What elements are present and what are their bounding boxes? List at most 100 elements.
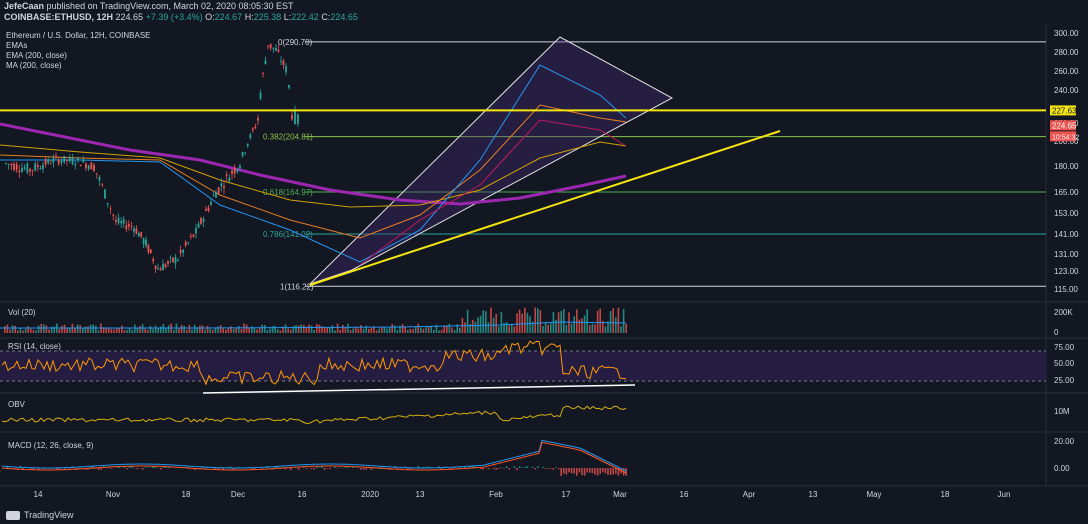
time-tick-label: 14 bbox=[34, 490, 43, 499]
volume-bar bbox=[469, 323, 471, 333]
price-candle bbox=[130, 226, 133, 228]
volume-bar bbox=[583, 315, 586, 333]
time-tick-label: 2020 bbox=[361, 490, 379, 499]
price-candle bbox=[147, 245, 150, 253]
price-candle bbox=[115, 220, 117, 222]
macd-histogram-bar bbox=[599, 468, 601, 474]
price-candle bbox=[36, 164, 39, 168]
volume-bar bbox=[555, 319, 557, 333]
macd-histogram-bar bbox=[141, 468, 144, 470]
macd-histogram-bar bbox=[362, 468, 365, 470]
macd-histogram-bar bbox=[193, 468, 196, 470]
volume-bar bbox=[498, 326, 500, 333]
volume-bar bbox=[11, 325, 14, 333]
volume-bar bbox=[487, 322, 490, 333]
volume-bar bbox=[199, 325, 201, 333]
volume-bar bbox=[230, 326, 232, 333]
volume-bar bbox=[573, 316, 575, 333]
volume-bar bbox=[180, 324, 183, 333]
macd-histogram-bar bbox=[136, 468, 139, 470]
volume-bar bbox=[19, 328, 22, 333]
time-tick-label: Mar bbox=[613, 490, 627, 499]
price-tick-label: 180.00 bbox=[1054, 162, 1079, 171]
fib-level-label: 0.618(164.97) bbox=[263, 188, 313, 197]
volume-bar bbox=[300, 324, 302, 333]
last-price: 224.65 bbox=[115, 12, 144, 22]
price-candle bbox=[272, 47, 275, 49]
price-candle bbox=[154, 265, 157, 269]
price-candle bbox=[244, 152, 247, 154]
price-candle bbox=[294, 110, 296, 124]
time-tick-label: 13 bbox=[809, 490, 818, 499]
macd-histogram-bar bbox=[472, 466, 474, 468]
volume-bar bbox=[594, 324, 596, 333]
macd-histogram-bar bbox=[464, 466, 466, 468]
price-candle bbox=[66, 159, 68, 161]
price-tick-label: 240.00 bbox=[1054, 86, 1079, 95]
volume-bar bbox=[563, 308, 565, 333]
macd-histogram-bar bbox=[32, 468, 35, 470]
macd-histogram-bar bbox=[305, 468, 308, 469]
legend-ema200[interactable]: EMA (200, close) bbox=[6, 51, 67, 60]
volume-bar bbox=[186, 329, 188, 333]
macd-pane-label[interactable]: MACD (12, 26, close, 9) bbox=[8, 441, 94, 450]
volume-bar bbox=[427, 326, 430, 333]
macd-histogram-bar bbox=[69, 468, 71, 469]
volume-bar bbox=[63, 324, 66, 333]
macd-histogram-bar bbox=[557, 468, 560, 470]
volume-bar bbox=[609, 311, 612, 333]
rsi-pane-label[interactable]: RSI (14, close) bbox=[8, 342, 61, 351]
macd-histogram-bar bbox=[409, 468, 412, 469]
time-tick-label: 16 bbox=[680, 490, 689, 499]
macd-histogram-bar bbox=[612, 468, 614, 475]
volume-bar bbox=[287, 328, 289, 333]
macd-histogram-bar bbox=[589, 468, 591, 473]
volume-bar bbox=[139, 326, 141, 333]
volume-bar bbox=[92, 324, 94, 333]
macd-histogram-bar bbox=[526, 466, 529, 468]
time-tick-label: Dec bbox=[231, 490, 245, 499]
footer-brand-text: TradingView bbox=[24, 510, 74, 520]
macd-histogram-bar bbox=[128, 466, 131, 468]
volume-bar bbox=[89, 324, 92, 333]
macd-histogram-bar bbox=[284, 468, 287, 470]
volume-bar bbox=[167, 325, 170, 333]
volume-bar bbox=[565, 324, 568, 333]
volume-bar bbox=[349, 329, 352, 333]
volume-bar bbox=[443, 325, 445, 333]
price-candle bbox=[205, 208, 207, 211]
macd-histogram-bar bbox=[227, 466, 230, 468]
macd-histogram-bar bbox=[570, 468, 573, 474]
wedge-shape bbox=[309, 36, 674, 285]
macd-histogram-bar bbox=[253, 468, 256, 470]
obv-pane-label[interactable]: OBV bbox=[8, 400, 25, 409]
price-candle bbox=[44, 159, 47, 165]
price-candle bbox=[112, 214, 115, 216]
volume-bar bbox=[76, 324, 79, 333]
price-candle bbox=[23, 167, 26, 169]
macd-histogram-bar bbox=[552, 468, 555, 470]
volume-bar bbox=[557, 312, 560, 333]
price-candle bbox=[5, 162, 7, 164]
macd-histogram-bar bbox=[615, 468, 617, 474]
legend-emas[interactable]: EMAs bbox=[6, 41, 28, 50]
macd-histogram-bar bbox=[576, 468, 578, 476]
macd-histogram-bar bbox=[100, 468, 102, 470]
rsi-tick-label: 25.00 bbox=[1054, 376, 1075, 385]
volume-bar bbox=[58, 328, 61, 333]
volume-bar bbox=[53, 326, 55, 333]
ma200-line bbox=[0, 122, 627, 206]
footer-brand[interactable]: TradingView bbox=[6, 510, 74, 520]
author-name[interactable]: JefeCaan bbox=[4, 1, 45, 11]
price-candle bbox=[225, 174, 228, 176]
legend-ma200[interactable]: MA (200, close) bbox=[6, 61, 62, 70]
macd-histogram-bar bbox=[313, 468, 315, 470]
macd-histogram-bar bbox=[563, 468, 565, 474]
macd-histogram-bar bbox=[370, 468, 373, 470]
macd-histogram-bar bbox=[544, 468, 547, 469]
price-candle bbox=[106, 202, 109, 205]
vol-pane-label[interactable]: Vol (20) bbox=[8, 308, 36, 317]
volume-bar bbox=[407, 329, 409, 333]
volume-bar bbox=[544, 321, 547, 333]
volume-bar bbox=[128, 328, 131, 333]
